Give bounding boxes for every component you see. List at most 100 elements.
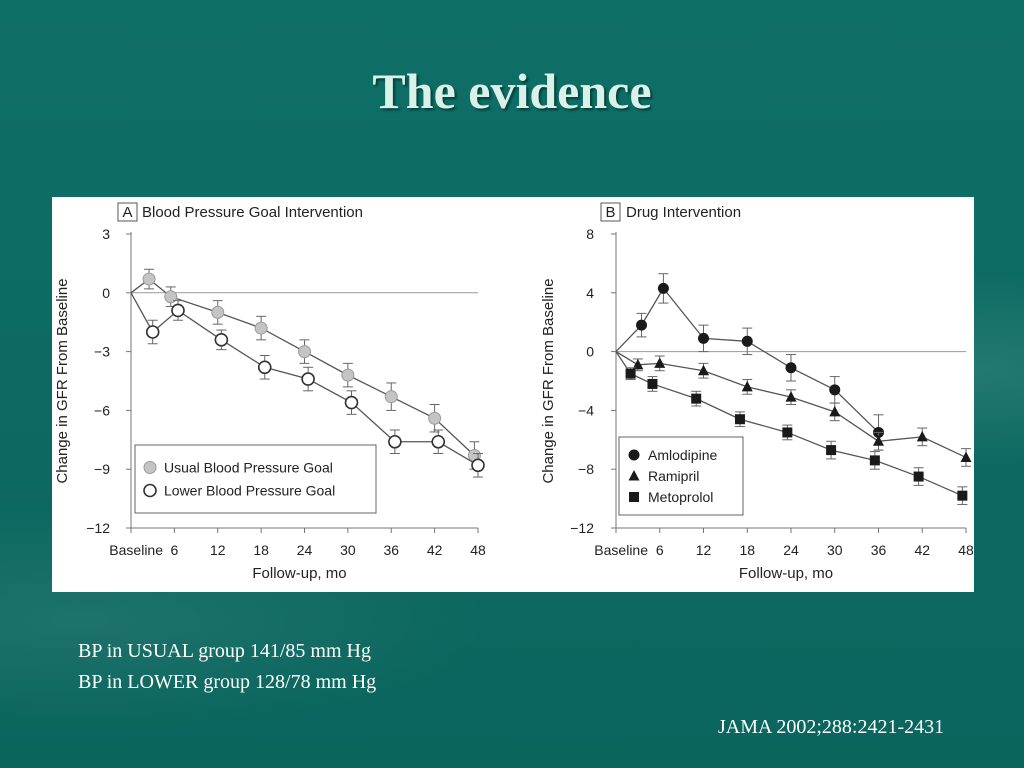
legend-box	[134, 444, 377, 514]
data-point	[873, 435, 884, 446]
data-point	[388, 434, 402, 449]
legend: Amlodipine Ramipril Metoprolol	[618, 436, 744, 516]
bp-note-usual: BP in USUAL group 141/85 mm Hg	[78, 640, 371, 662]
panel-letter-box	[600, 202, 621, 222]
data-point	[698, 332, 709, 344]
x-tick-label: 18	[739, 542, 755, 558]
data-point	[741, 380, 753, 392]
data-point	[785, 391, 797, 402]
x-axis-label: Follow-up, mo	[252, 565, 346, 582]
data-point	[384, 390, 398, 404]
x-tick-label: 24	[783, 542, 799, 558]
data-point	[829, 405, 841, 417]
data-point	[654, 357, 666, 368]
y-tick-label: −3	[94, 344, 110, 360]
data-point	[471, 458, 485, 473]
x-tick-label: 6	[656, 542, 664, 558]
citation: JAMA 2002;288:2421-2431	[718, 716, 945, 738]
data-point	[142, 272, 156, 286]
legend-marker	[629, 492, 639, 502]
panel-letter: B	[605, 204, 615, 221]
x-tick-label: 36	[871, 542, 887, 558]
gfr-charts: A Blood Pressure Goal Intervention30−3−6−…	[54, 202, 974, 582]
legend-marker	[143, 461, 157, 474]
y-axis-label: Change in GFR From Baseline	[540, 278, 557, 483]
data-point	[211, 305, 225, 319]
legend-marker	[628, 470, 640, 481]
x-tick-label: 24	[297, 542, 313, 558]
data-point	[869, 455, 880, 466]
series-line	[615, 287, 879, 433]
data-point	[257, 360, 272, 375]
y-tick-label: 4	[586, 285, 594, 301]
series-line	[130, 292, 479, 466]
data-point	[782, 427, 793, 438]
y-tick-label: −12	[570, 520, 594, 536]
data-point	[301, 372, 315, 386]
x-tick-label: 48	[470, 542, 486, 558]
legend-box	[618, 436, 744, 516]
data-point	[657, 282, 669, 294]
data-point	[960, 451, 972, 462]
data-point	[341, 368, 355, 382]
y-tick-label: 8	[586, 226, 594, 242]
data-point	[625, 368, 636, 379]
data-point	[913, 471, 924, 482]
x-tick-label: Baseline	[594, 542, 648, 558]
data-point	[632, 358, 644, 370]
legend-label: Usual Blood Pressure Goal	[164, 460, 333, 476]
x-axis-label: Follow-up, mo	[739, 565, 833, 582]
panel-letter-box	[117, 202, 138, 222]
data-point	[829, 384, 841, 396]
legend-marker	[628, 449, 640, 461]
panel-letter: A	[122, 204, 132, 221]
y-axis-label: Change in GFR From Baseline	[54, 278, 71, 483]
slide-title: The evidence	[372, 63, 652, 119]
y-tick-label: −4	[578, 402, 594, 418]
series-line	[615, 351, 967, 459]
x-tick-label: 42	[914, 542, 930, 558]
legend: Usual Blood Pressure Goal Lower Blood Pre…	[134, 444, 377, 514]
y-tick-label: −8	[578, 461, 594, 477]
data-point	[691, 393, 702, 404]
data-point	[428, 411, 442, 425]
y-tick-label: −12	[86, 520, 110, 536]
data-point	[431, 434, 446, 449]
legend-label: Lower Blood Pressure Goal	[164, 483, 335, 499]
x-tick-label: 48	[958, 542, 974, 558]
legend-marker	[143, 483, 157, 498]
x-tick-label: 12	[696, 542, 712, 558]
y-tick-label: −6	[94, 402, 110, 418]
x-tick-label: 36	[383, 542, 399, 558]
y-tick-label: 3	[102, 226, 110, 242]
data-point	[145, 325, 160, 339]
data-point	[957, 490, 968, 501]
x-tick-label: 42	[427, 542, 443, 558]
chart-title: Drug Intervention	[626, 204, 741, 221]
legend-label: Amlodipine	[648, 447, 717, 463]
data-point	[344, 395, 359, 410]
legend-label: Ramipril	[648, 468, 699, 484]
y-tick-label: 0	[102, 285, 110, 301]
data-point	[254, 321, 268, 335]
x-tick-label: Baseline	[109, 542, 163, 558]
series-line	[615, 351, 963, 497]
x-tick-label: 12	[210, 542, 226, 558]
data-point	[214, 333, 229, 347]
data-point	[785, 362, 797, 374]
data-point	[916, 430, 928, 442]
data-point	[647, 378, 658, 389]
data-point	[741, 335, 753, 347]
data-point	[734, 414, 745, 425]
bp-note-lower: BP in LOWER group 128/78 mm Hg	[78, 671, 377, 693]
chart-a: A Blood Pressure Goal Intervention30−3−6−…	[54, 202, 486, 582]
bp-notes: BP in USUAL group 141/85 mm Hg BP in LOW…	[78, 636, 376, 698]
data-point	[826, 445, 837, 456]
chart-title: Blood Pressure Goal Intervention	[142, 204, 363, 221]
x-tick-label: 6	[170, 542, 178, 558]
series-line	[130, 278, 475, 456]
figure-panel: A Blood Pressure Goal Intervention 3 0 −3 −6−…	[52, 197, 974, 592]
x-tick-label: 30	[340, 542, 356, 558]
x-tick-label: 18	[253, 542, 269, 558]
